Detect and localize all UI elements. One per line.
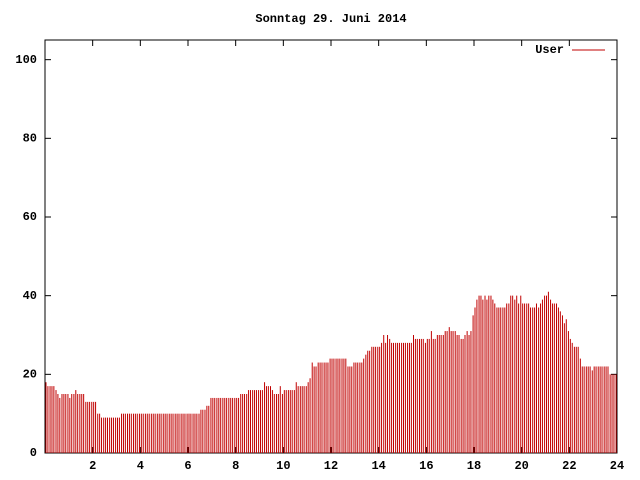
y-tick-label: 80 [23,132,37,146]
x-tick-label: 14 [371,459,385,473]
x-tick-label: 22 [562,459,576,473]
x-tick-label: 8 [232,459,239,473]
y-tick-label: 0 [30,446,37,460]
chart-title: Sonntag 29. Juni 2014 [255,12,406,26]
x-tick-label: 18 [467,459,481,473]
x-tick-label: 10 [276,459,290,473]
y-tick-label: 20 [23,368,37,382]
plot-frame [44,39,618,454]
x-tick-label: 6 [184,459,191,473]
x-tick-label: 16 [419,459,433,473]
legend-label: User [535,43,564,57]
x-tick-label: 24 [610,459,624,473]
x-tick-label: 4 [137,459,144,473]
x-tick-label: 2 [89,459,96,473]
y-tick-label: 40 [23,289,37,303]
x-tick-label: 20 [514,459,528,473]
x-tick-label: 12 [324,459,338,473]
y-tick-label: 60 [23,210,37,224]
y-tick-label: 100 [15,53,37,67]
